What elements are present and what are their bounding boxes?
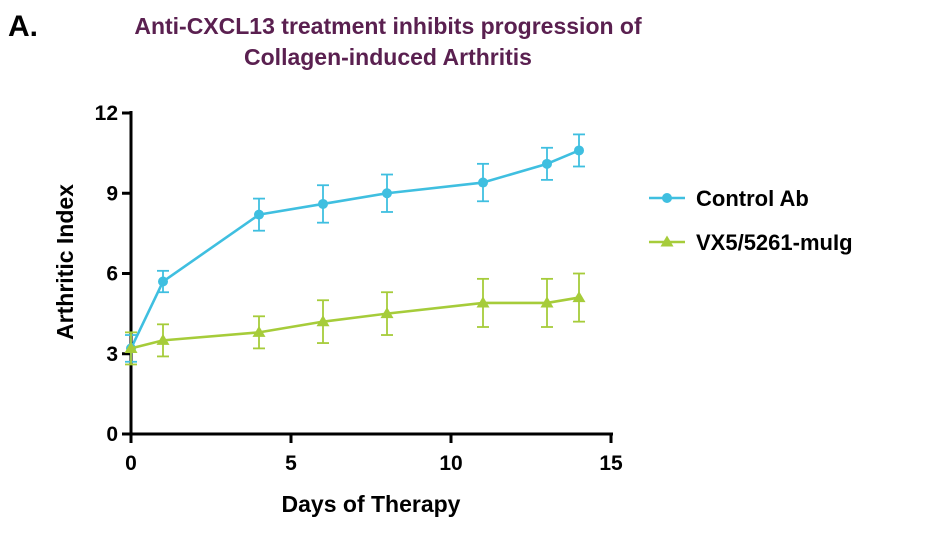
legend-swatch-marker [660,235,674,247]
legend-item-2: VX5/5261-muIg [649,230,853,255]
legend-label: Control Ab [696,186,809,211]
series-1 [125,133,585,363]
legend: Control Ab VX5/5261-muIg [649,186,853,255]
chart-title-line-1: Anti-CXCL13 treatment inhibits progressi… [134,13,642,39]
data-point [382,188,392,199]
data-point [476,296,490,308]
series-line [129,149,580,349]
data-point [540,296,554,308]
data-point [254,209,264,220]
data-point [156,333,170,345]
chart-title-line-2: Collagen-induced Arthritis [244,44,532,70]
data-point [380,307,394,319]
legend-item-1: Control Ab [649,186,809,211]
y-tick-label: 3 [106,343,118,366]
data-point [252,325,266,337]
data-point [316,315,330,327]
y-axis-label: Arthritic Index [52,184,78,340]
legend-swatch-marker [662,193,672,203]
x-tick-label: 10 [439,452,462,475]
legend-label: VX5/5261-muIg [696,230,853,255]
x-tick-label: 15 [599,452,623,475]
y-tick-label: 12 [95,102,118,125]
x-axis-ticks: 0 5 10 15 [125,434,623,475]
x-axis-label: Days of Therapy [282,491,461,517]
x-tick-label: 5 [285,452,297,475]
data-point [318,198,328,209]
data-point [158,276,168,287]
axes [129,111,613,436]
y-tick-label: 6 [106,263,118,286]
data-point [572,291,586,303]
plot-series [124,133,586,366]
y-axis-ticks: 0 3 6 9 12 [95,102,131,446]
y-tick-label: 0 [106,423,118,446]
data-point [124,341,138,353]
series-2 [124,272,586,366]
data-point [478,177,488,188]
x-tick-label: 0 [125,452,137,475]
panel-label: A. [8,10,38,43]
y-tick-label: 9 [106,182,118,205]
data-point [574,145,584,156]
data-point [542,158,552,169]
series-line [130,296,580,350]
